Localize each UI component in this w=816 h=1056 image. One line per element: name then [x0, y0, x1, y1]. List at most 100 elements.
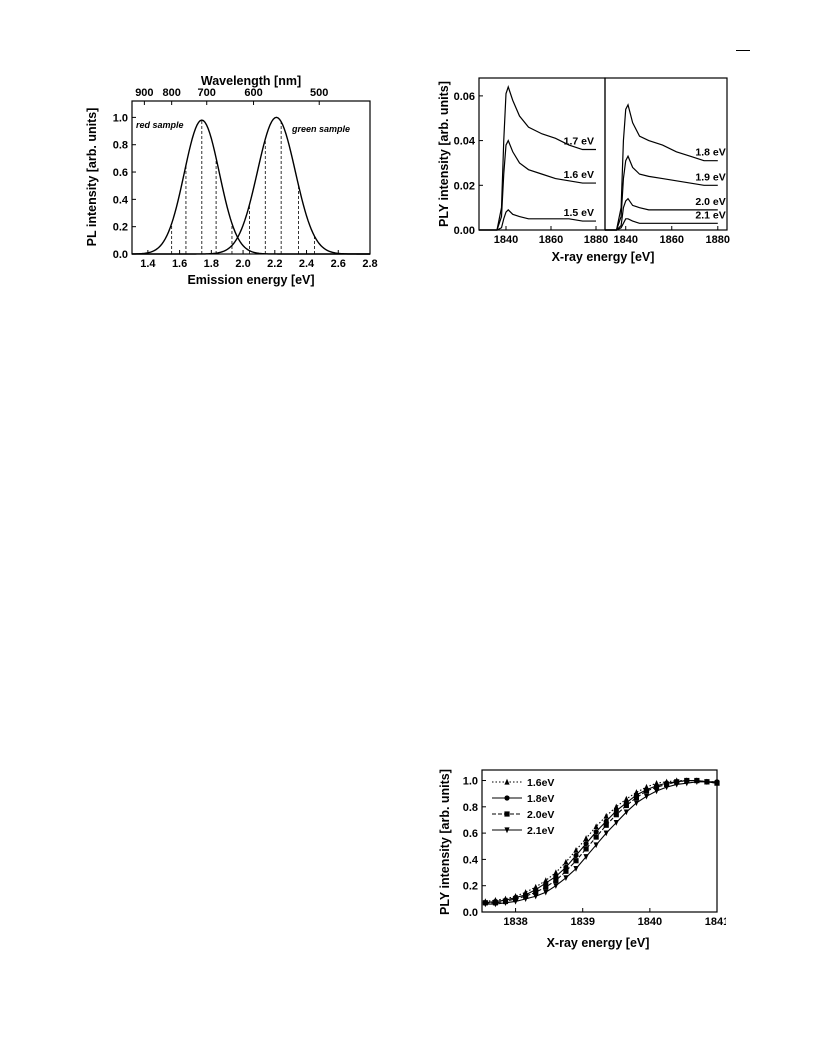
data-point: [593, 823, 599, 830]
data-point: [583, 846, 589, 852]
data-point: [512, 896, 519, 902]
x-tick-label: 2.8: [362, 258, 377, 270]
data-point: [714, 780, 720, 787]
data-point: [613, 803, 619, 810]
data-point: [583, 854, 589, 860]
data-point: [684, 777, 690, 784]
data-point: [523, 896, 529, 903]
y-tick-label: 0.2: [463, 881, 478, 893]
data-point: [573, 852, 579, 859]
y-tick-label: 0.00: [454, 225, 475, 237]
data-point: [492, 901, 499, 908]
legend-entry-label: 2.1eV: [527, 825, 554, 837]
legend-entry-label: 1.6eV: [527, 777, 554, 789]
y-tick-label: 0.8: [113, 140, 128, 152]
data-point: [603, 822, 609, 828]
data-point: [504, 795, 510, 801]
data-point: [523, 893, 529, 899]
top-tick-label: 900: [135, 87, 153, 99]
series-line: [605, 103, 718, 231]
data-point: [573, 847, 579, 853]
data-point: [573, 858, 579, 864]
y-tick-label: 0.4: [113, 194, 129, 206]
series-line: [479, 139, 596, 231]
plot-frame: [481, 769, 718, 913]
data-point: [563, 858, 569, 865]
y-tick-label: 1.0: [113, 112, 128, 124]
y-tick-label: 0.0: [113, 249, 128, 261]
data-point: [593, 842, 599, 849]
data-point: [674, 779, 680, 785]
data-point: [543, 884, 549, 890]
plot-frame-right: [604, 77, 728, 231]
y-tick-label: 0.06: [454, 91, 475, 103]
data-point: [502, 900, 509, 906]
data-point: [653, 784, 660, 790]
y-tick-label: 0.6: [113, 167, 128, 179]
series-line: [485, 779, 718, 904]
ply-normalized-chart: X-ray energy [eV] PLY intensity [arb. un…: [438, 769, 726, 950]
data-point: [664, 781, 670, 788]
series-label: 1.6 eV: [564, 169, 594, 181]
ply-spectra-chart: X-ray energy [eV] PLY intensity [arb. un…: [437, 77, 730, 264]
x-axis-title: Emission energy [eV]: [187, 273, 314, 287]
y-tick-label: 0.04: [454, 136, 476, 148]
series-line: [485, 779, 717, 904]
series-label: 2.1 eV: [695, 209, 725, 221]
x-tick-label: 2.6: [331, 258, 346, 270]
data-point: [504, 811, 510, 817]
x-tick-label: 2.2: [267, 258, 282, 270]
series-label: 1.7 eV: [564, 136, 594, 148]
data-point: [603, 830, 609, 837]
data-point: [633, 795, 640, 801]
x-tick-label: 1841: [705, 916, 726, 928]
data-point: [643, 793, 650, 800]
plot-frame: [131, 100, 371, 255]
data-point: [533, 889, 539, 895]
data-point: [613, 812, 619, 818]
data-point: [553, 877, 559, 884]
y-tick-label: 0.8: [463, 802, 478, 814]
series-label: 1.8 eV: [695, 147, 725, 159]
data-point: [623, 809, 629, 816]
data-point: [694, 779, 700, 786]
data-point: [593, 834, 599, 840]
series-line: [485, 779, 717, 903]
data-point: [674, 781, 680, 788]
x-tick-label: 2.4: [299, 258, 315, 270]
data-point: [593, 829, 599, 835]
y-tick-label: 0.6: [463, 828, 478, 840]
y-axis-title: PLY intensity [arb. units]: [438, 769, 452, 915]
series-label: 2.0 eV: [695, 196, 725, 208]
y-tick-label: 0.4: [463, 854, 479, 866]
x-tick-label: 1839: [570, 916, 594, 928]
x-tick-label: 1880: [584, 234, 608, 246]
series-label-red-sample: red sample: [136, 120, 184, 130]
legend-entry-label: 2.0eV: [527, 809, 554, 821]
series-line: [485, 781, 718, 905]
x-tick-label: 1840: [638, 916, 662, 928]
top-tick-label: 700: [198, 87, 216, 99]
data-point: [633, 800, 640, 807]
series-line-red-sample: [131, 119, 370, 255]
data-point: [704, 779, 710, 786]
data-point: [573, 866, 579, 872]
data-point: [512, 898, 519, 905]
data-point: [603, 818, 609, 824]
data-point: [643, 788, 650, 794]
top-tick-label: 600: [244, 87, 262, 99]
x-tick-label: 1860: [660, 234, 684, 246]
x-axis-title: X-ray energy [eV]: [552, 250, 655, 264]
x-tick-label: 1880: [706, 234, 730, 246]
series-line-green-sample: [132, 116, 370, 255]
top-tick-label: 500: [310, 87, 328, 99]
page-number-mark: [736, 50, 750, 51]
top-tick-label: 800: [162, 87, 180, 99]
data-point: [563, 868, 569, 874]
legend-entry-label: 1.8eV: [527, 793, 554, 805]
x-tick-label: 1.8: [204, 258, 219, 270]
data-point: [563, 864, 569, 870]
series-line: [479, 209, 596, 231]
data-point: [623, 802, 629, 809]
x-axis-title: X-ray energy [eV]: [547, 936, 650, 950]
